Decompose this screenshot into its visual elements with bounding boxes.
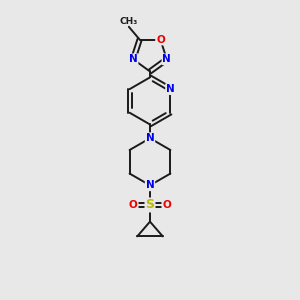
Text: N: N: [162, 54, 171, 64]
Text: CH₃: CH₃: [120, 17, 138, 26]
Text: N: N: [129, 54, 138, 64]
Text: S: S: [146, 199, 154, 212]
Text: O: O: [156, 34, 165, 44]
Text: N: N: [146, 180, 154, 190]
Text: N: N: [166, 84, 175, 94]
Text: N: N: [146, 133, 154, 143]
Text: O: O: [129, 200, 138, 210]
Text: O: O: [162, 200, 171, 210]
